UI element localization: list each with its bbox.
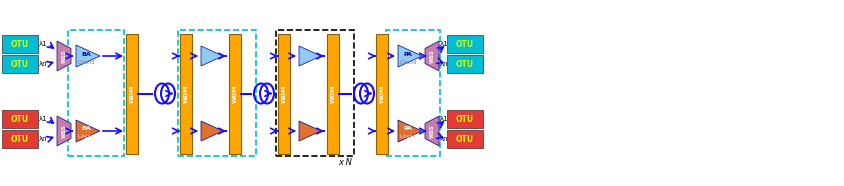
Polygon shape xyxy=(299,46,321,66)
FancyBboxPatch shape xyxy=(376,33,388,153)
Polygon shape xyxy=(57,116,71,146)
Text: L-band: L-band xyxy=(78,134,95,140)
FancyBboxPatch shape xyxy=(278,33,290,153)
Polygon shape xyxy=(398,120,422,142)
FancyBboxPatch shape xyxy=(447,35,483,53)
Text: λn: λn xyxy=(39,61,47,67)
Polygon shape xyxy=(201,121,223,141)
Text: PA: PA xyxy=(403,52,413,57)
FancyBboxPatch shape xyxy=(327,33,339,153)
Text: C-band: C-band xyxy=(78,60,95,65)
Text: BA: BA xyxy=(81,52,91,57)
Text: BA: BA xyxy=(81,126,91,132)
Text: WDM: WDM xyxy=(282,84,286,103)
Polygon shape xyxy=(57,41,71,71)
Text: λ1: λ1 xyxy=(440,116,449,122)
FancyBboxPatch shape xyxy=(447,55,483,73)
Text: OTU: OTU xyxy=(456,115,474,124)
Text: WDM: WDM xyxy=(380,84,385,103)
Polygon shape xyxy=(299,121,321,141)
Text: OTU: OTU xyxy=(11,60,29,68)
Text: OTU: OTU xyxy=(456,134,474,144)
Text: WDM: WDM xyxy=(183,84,188,103)
Text: WDM: WDM xyxy=(129,84,134,103)
Polygon shape xyxy=(425,116,439,146)
Text: x N: x N xyxy=(338,158,352,167)
FancyBboxPatch shape xyxy=(229,33,241,153)
Text: C-band: C-band xyxy=(399,60,417,65)
Text: λ1: λ1 xyxy=(39,41,47,47)
Text: λ1: λ1 xyxy=(39,116,47,122)
Text: λn: λn xyxy=(39,136,47,142)
Text: PA: PA xyxy=(403,126,413,132)
Text: λn: λn xyxy=(440,61,449,67)
Polygon shape xyxy=(76,45,100,67)
Text: OTU: OTU xyxy=(11,39,29,49)
Text: L-band: L-band xyxy=(399,134,416,140)
FancyBboxPatch shape xyxy=(2,35,38,53)
Text: WSS: WSS xyxy=(62,49,67,63)
Text: OTU: OTU xyxy=(11,115,29,124)
Text: λn: λn xyxy=(440,136,449,142)
FancyBboxPatch shape xyxy=(126,33,138,153)
Polygon shape xyxy=(425,41,439,71)
Text: OTU: OTU xyxy=(456,39,474,49)
Text: WSS: WSS xyxy=(62,124,67,138)
Text: OTU: OTU xyxy=(11,134,29,144)
Polygon shape xyxy=(398,45,422,67)
FancyBboxPatch shape xyxy=(2,110,38,128)
FancyBboxPatch shape xyxy=(180,33,192,153)
Text: WDM: WDM xyxy=(232,84,237,103)
FancyBboxPatch shape xyxy=(2,130,38,148)
FancyBboxPatch shape xyxy=(447,130,483,148)
Text: OTU: OTU xyxy=(456,60,474,68)
Text: WSS: WSS xyxy=(430,49,435,63)
FancyBboxPatch shape xyxy=(2,55,38,73)
Polygon shape xyxy=(76,120,100,142)
FancyBboxPatch shape xyxy=(447,110,483,128)
Text: λ1: λ1 xyxy=(440,41,449,47)
Text: WSS: WSS xyxy=(430,124,435,138)
Text: WDM: WDM xyxy=(331,84,336,103)
Polygon shape xyxy=(201,46,223,66)
